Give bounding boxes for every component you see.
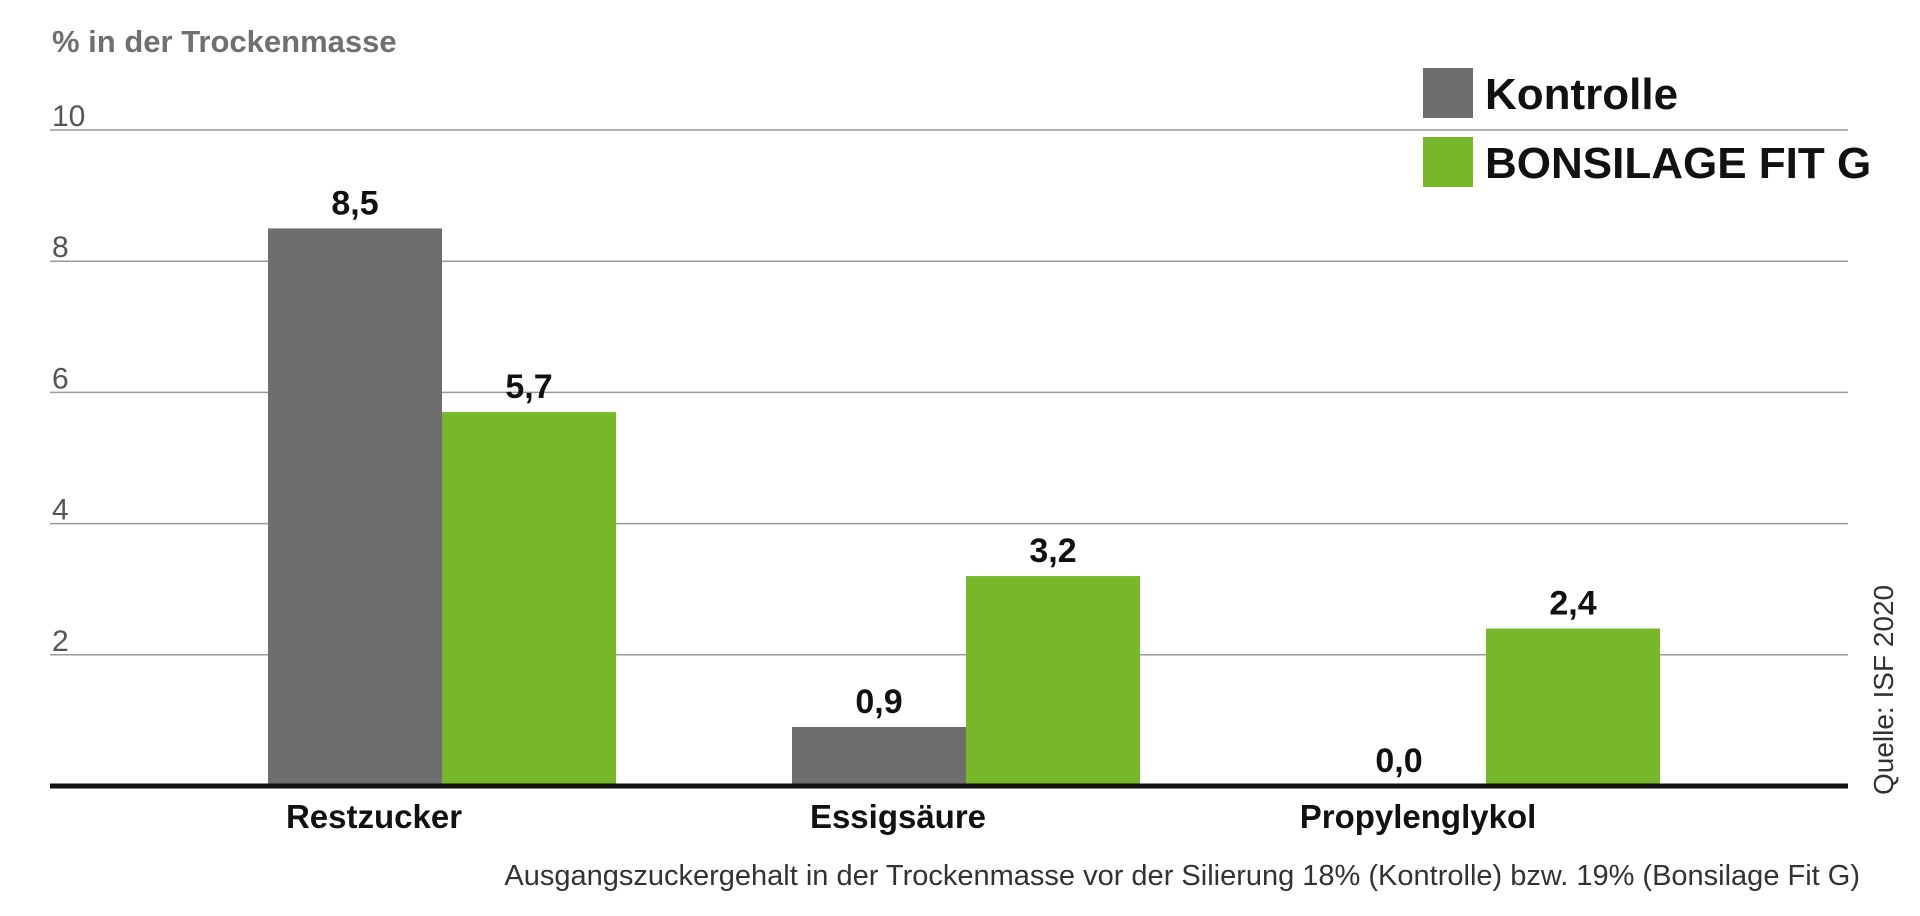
value-label: 5,7: [505, 368, 552, 406]
value-label: 2,4: [1549, 585, 1596, 623]
legend-label-kontrolle: Kontrolle: [1485, 70, 1678, 119]
bar-kontrolle-1: [792, 726, 966, 786]
value-label: 3,2: [1029, 532, 1076, 570]
y-tick-label: 4: [52, 494, 69, 527]
y-tick-label: 2: [52, 625, 69, 658]
bar-bonsilage-0: [442, 412, 616, 786]
y-axis-ticks: 2 4 6 8 10: [52, 100, 85, 658]
source-label: Quelle: ISF 2020: [1868, 585, 1899, 795]
legend-swatch-bonsilage: [1423, 137, 1473, 187]
value-label: 8,5: [331, 184, 378, 222]
bars: [268, 228, 1660, 786]
category-label: Propylenglykol: [1300, 798, 1537, 835]
value-labels: 8,5 5,7 0,9 3,2 0,0 2,4: [331, 184, 1596, 780]
category-label: Essigsäure: [810, 798, 986, 835]
y-axis-title: % in der Trockenmasse: [52, 24, 397, 59]
category-label: Restzucker: [286, 798, 462, 835]
value-label: 0,0: [1375, 742, 1422, 780]
y-tick-label: 6: [52, 362, 69, 395]
legend: Kontrolle BONSILAGE FIT G: [1423, 68, 1871, 188]
y-tick-label: 8: [52, 231, 69, 264]
legend-swatch-kontrolle: [1423, 68, 1473, 118]
bar-kontrolle-0: [268, 228, 442, 786]
value-label: 0,9: [855, 683, 902, 721]
y-tick-label: 10: [52, 100, 85, 133]
bar-bonsilage-1: [966, 576, 1140, 786]
legend-label-bonsilage: BONSILAGE FIT G: [1485, 139, 1871, 188]
footnote: Ausgangszuckergehalt in der Trockenmasse…: [504, 860, 1860, 892]
category-labels: Restzucker Essigsäure Propylenglykol: [286, 798, 1536, 835]
bar-bonsilage-2: [1486, 628, 1660, 786]
